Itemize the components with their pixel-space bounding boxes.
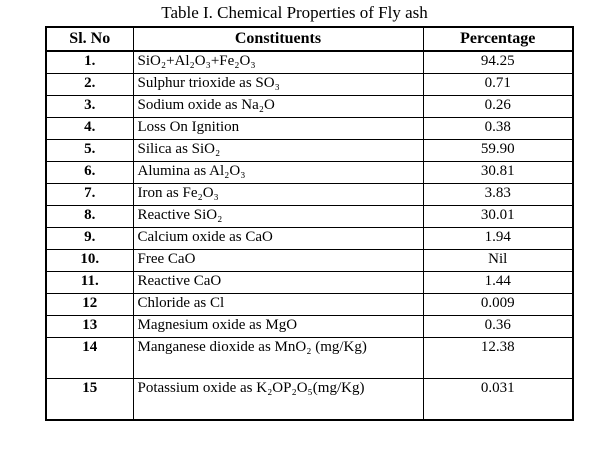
cell-constituent: Calcium oxide as CaO bbox=[132, 227, 424, 250]
cell-constituent: Reactive CaO bbox=[132, 271, 424, 294]
cell-sl-no: 3. bbox=[45, 95, 134, 118]
cell-percentage: 0.71 bbox=[422, 73, 574, 96]
cell-sl-no: 9. bbox=[45, 227, 134, 250]
cell-constituent: Loss On Ignition bbox=[132, 117, 424, 140]
cell-constituent: Sulphur trioxide as SO₃ bbox=[132, 73, 424, 96]
cell-percentage: 0.36 bbox=[422, 315, 574, 338]
cell-sl-no: 14 bbox=[45, 337, 134, 379]
cell-percentage: 1.94 bbox=[422, 227, 574, 250]
cell-sl-no: 7. bbox=[45, 183, 134, 206]
cell-percentage: 94.25 bbox=[422, 50, 574, 74]
cell-percentage: 1.44 bbox=[422, 271, 574, 294]
cell-percentage: 12.38 bbox=[422, 337, 574, 379]
cell-percentage: 0.009 bbox=[422, 293, 574, 316]
table-row: 1. SiO₂+Al₂O₃+Fe₂O₃ 94.25 bbox=[45, 50, 574, 74]
cell-constituent: Sodium oxide as Na₂O bbox=[132, 95, 424, 118]
chemical-properties-table: Sl. No Constituents Percentage 1. SiO₂+A… bbox=[45, 26, 574, 421]
cell-percentage: 0.031 bbox=[422, 378, 574, 421]
cell-percentage: 59.90 bbox=[422, 139, 574, 162]
table-row: 8. Reactive SiO₂ 30.01 bbox=[45, 205, 574, 228]
table-caption: Table I. Chemical Properties of Fly ash bbox=[161, 3, 428, 22]
cell-percentage: 0.38 bbox=[422, 117, 574, 140]
cell-percentage: 30.01 bbox=[422, 205, 574, 228]
table-row: 7. Iron as Fe₂O₃ 3.83 bbox=[45, 183, 574, 206]
cell-constituent: Alumina as Al₂O₃ bbox=[132, 161, 424, 184]
header-sl-no: Sl. No bbox=[45, 26, 134, 52]
cell-sl-no: 10. bbox=[45, 249, 134, 272]
cell-sl-no: 12 bbox=[45, 293, 134, 316]
cell-percentage: 0.26 bbox=[422, 95, 574, 118]
cell-constituent: Magnesium oxide as MgO bbox=[132, 315, 424, 338]
cell-sl-no: 6. bbox=[45, 161, 134, 184]
table-row: 5. Silica as SiO₂ 59.90 bbox=[45, 139, 574, 162]
table-row: 12 Chloride as Cl 0.009 bbox=[45, 293, 574, 316]
cell-constituent: Potassium oxide as K₂OP₂O₅(mg/Kg) bbox=[132, 378, 424, 421]
cell-constituent: SiO₂+Al₂O₃+Fe₂O₃ bbox=[132, 50, 424, 74]
cell-constituent: Chloride as Cl bbox=[132, 293, 424, 316]
cell-constituent: Iron as Fe₂O₃ bbox=[132, 183, 424, 206]
cell-percentage: 3.83 bbox=[422, 183, 574, 206]
cell-sl-no: 5. bbox=[45, 139, 134, 162]
table-header-row: Sl. No Constituents Percentage bbox=[45, 26, 574, 52]
cell-constituent: Manganese dioxide as MnO₂ (mg/Kg) bbox=[132, 337, 424, 379]
table-row: 3. Sodium oxide as Na₂O 0.26 bbox=[45, 95, 574, 118]
table-row: 15 Potassium oxide as K₂OP₂O₅(mg/Kg) 0.0… bbox=[45, 378, 574, 421]
cell-sl-no: 1. bbox=[45, 50, 134, 74]
header-constituents: Constituents bbox=[132, 26, 424, 52]
header-percentage: Percentage bbox=[422, 26, 574, 52]
cell-sl-no: 11. bbox=[45, 271, 134, 294]
cell-constituent: Silica as SiO₂ bbox=[132, 139, 424, 162]
cell-percentage: Nil bbox=[422, 249, 574, 272]
table-row: 6. Alumina as Al₂O₃ 30.81 bbox=[45, 161, 574, 184]
table-row: 2. Sulphur trioxide as SO₃ 0.71 bbox=[45, 73, 574, 96]
cell-sl-no: 4. bbox=[45, 117, 134, 140]
cell-constituent: Reactive SiO₂ bbox=[132, 205, 424, 228]
cell-constituent: Free CaO bbox=[132, 249, 424, 272]
table-row: 9. Calcium oxide as CaO 1.94 bbox=[45, 227, 574, 250]
table-row: 14 Manganese dioxide as MnO₂ (mg/Kg) 12.… bbox=[45, 337, 574, 379]
cell-percentage: 30.81 bbox=[422, 161, 574, 184]
cell-sl-no: 13 bbox=[45, 315, 134, 338]
table-row: 4. Loss On Ignition 0.38 bbox=[45, 117, 574, 140]
table-row: 10. Free CaO Nil bbox=[45, 249, 574, 272]
table-row: 13 Magnesium oxide as MgO 0.36 bbox=[45, 315, 574, 338]
cell-sl-no: 15 bbox=[45, 378, 134, 421]
cell-sl-no: 8. bbox=[45, 205, 134, 228]
table-row: 11. Reactive CaO 1.44 bbox=[45, 271, 574, 294]
cell-sl-no: 2. bbox=[45, 73, 134, 96]
